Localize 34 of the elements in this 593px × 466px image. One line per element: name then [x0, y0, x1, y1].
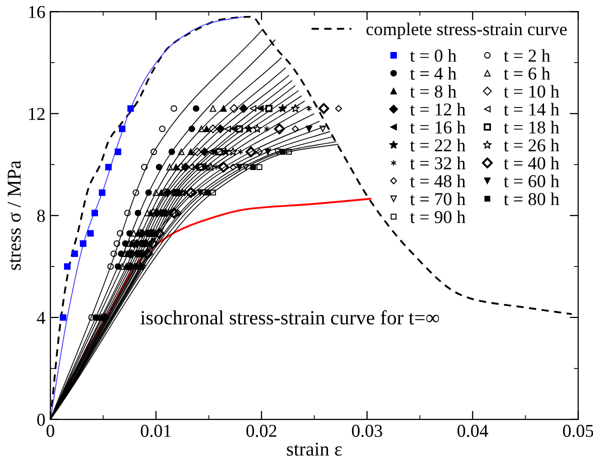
legend-label: t = 12 h: [410, 102, 466, 116]
legend-label: t = 22 h: [410, 138, 466, 152]
annotation: isochronal stress-strain curve for t=∞: [140, 310, 440, 325]
legend-label: t = 40 h: [504, 156, 560, 170]
legend-label: t = 8 h: [410, 84, 456, 98]
x-tick-label: 0.02: [246, 424, 276, 438]
x-tick-label: 0: [46, 424, 54, 437]
legend-label: t = 80 h: [504, 192, 560, 206]
legend-label: t = 90 h: [410, 210, 466, 224]
legend-label: complete stress-strain curve: [366, 22, 567, 39]
x-tick-label: 0.05: [563, 424, 593, 438]
legend-label: t = 18 h: [504, 120, 560, 134]
y-tick-label: 4: [36, 312, 46, 324]
x-tick-label: 0.04: [458, 424, 488, 438]
legend-label: t = 4 h: [410, 67, 456, 80]
x-tick-label: 0.01: [140, 424, 171, 438]
legend-label: t = 16 h: [410, 120, 466, 134]
y-axis-title: stress σ / MPa: [8, 160, 21, 270]
y-tick-label: 0: [37, 414, 45, 426]
legend-label: t = 10 h: [504, 84, 560, 98]
legend-label: t = 26 h: [504, 138, 560, 152]
legend-label: t = 48 h: [410, 174, 466, 188]
y-tick-label: 16: [29, 6, 46, 18]
y-tick-label: 8: [37, 210, 45, 222]
legend-label: t = 0 h: [410, 49, 456, 62]
legend-label: t = 2 h: [504, 49, 550, 62]
x-tick-label: 0.03: [352, 424, 382, 438]
legend-label: t = 70 h: [410, 192, 466, 206]
legend-label: t = 14 h: [504, 102, 560, 116]
legend-label: t = 32 h: [410, 156, 466, 170]
x-axis-title: strain ε: [286, 442, 342, 456]
legend-label: t = 60 h: [504, 174, 560, 188]
y-tick-label: 12: [29, 108, 45, 120]
legend-label: t = 6 h: [504, 67, 550, 80]
